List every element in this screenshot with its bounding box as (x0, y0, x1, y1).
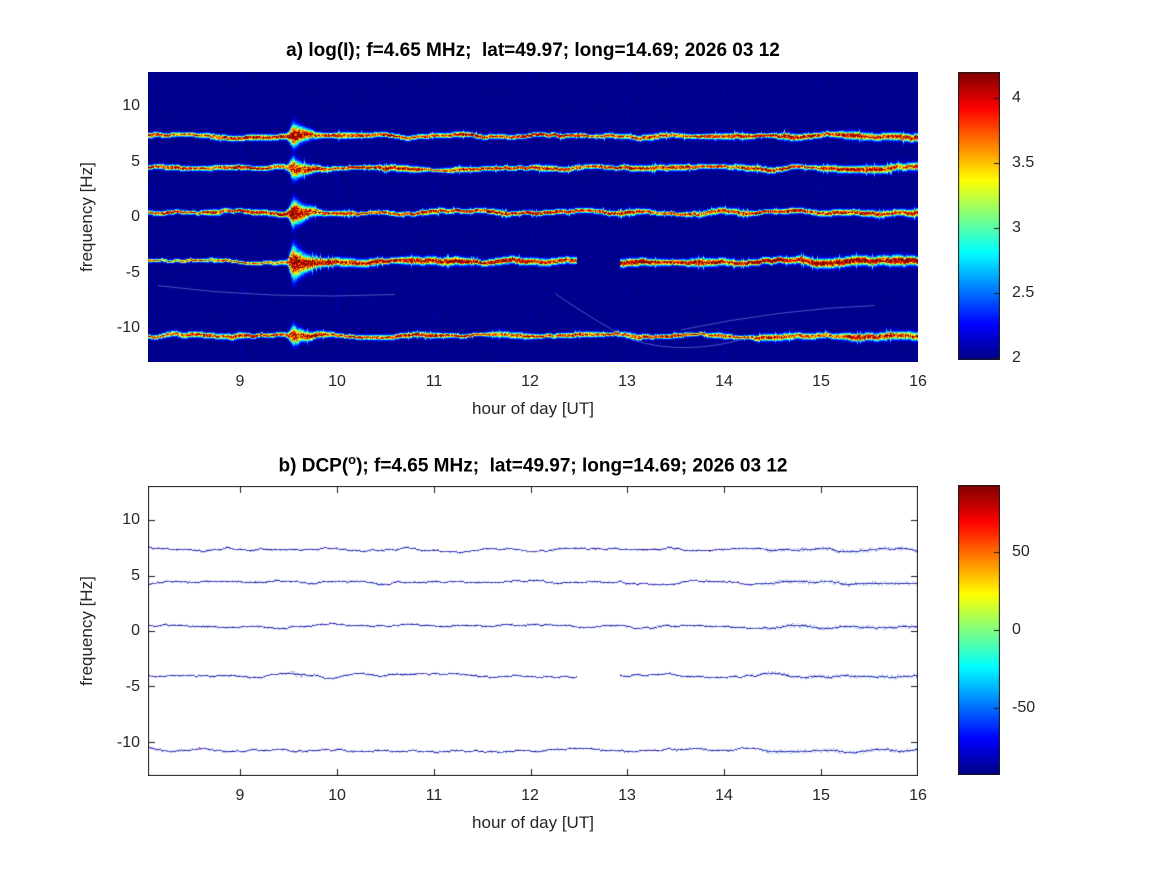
panel-a-ytick-0: 0 (131, 208, 140, 225)
panel-a-xtick-9: 9 (235, 373, 245, 390)
panel-a-cbtick-2: 2 (1012, 349, 1021, 366)
panel-b-ytick-m5: -5 (125, 678, 140, 695)
panel-b-xtick-10: 10 (328, 787, 346, 804)
panel-a-xtick-12: 12 (521, 373, 539, 390)
panel-b-cbtick-0: 0 (1012, 621, 1021, 638)
panel-b-title: b) DCP(o); f=4.65 MHz; lat=49.97; long=1… (148, 452, 918, 477)
panel-a-cbtick-25: 2.5 (1012, 284, 1035, 301)
panel-b-ytick-0: 0 (131, 622, 140, 639)
panel-b-xtick-16: 16 (909, 787, 927, 804)
panel-a-ytick-m5: -5 (125, 264, 140, 281)
panel-b-xtick-15: 15 (812, 787, 830, 804)
panel-b-xtick-9: 9 (235, 787, 245, 804)
panel-a-xlabel: hour of day [UT] (472, 399, 594, 418)
panel-b-ylabel: frequency [Hz] (77, 576, 96, 686)
panel-a-title: a) log(I); f=4.65 MHz; lat=49.97; long=1… (286, 40, 780, 61)
panel-a-spectrogram-canvas (148, 72, 918, 362)
panel-b-title-degree-sup: o (348, 452, 357, 467)
panel-b-xtick-11: 11 (425, 787, 443, 804)
panel-a-xtick-13: 13 (618, 373, 636, 390)
panel-b-title-suffix: ); f=4.65 MHz; lat=49.97; long=14.69; 20… (356, 455, 788, 477)
panel-b-xlabel: hour of day [UT] (472, 813, 594, 832)
panel-b-dcp-canvas (148, 486, 918, 776)
panel-a-xtick-10: 10 (328, 373, 346, 390)
panel-a-ylabel: frequency [Hz] (77, 162, 96, 272)
panel-a-ytick-10: 10 (122, 97, 140, 114)
panel-a-ytick-m10: -10 (116, 319, 140, 336)
panel-a-xtick-14: 14 (715, 373, 733, 390)
panel-b-ytick-5: 5 (131, 567, 140, 584)
panel-a-cbtick-35: 3.5 (1012, 154, 1035, 171)
panel-a-ytick-5: 5 (131, 153, 140, 170)
panel-a-cbtick-4: 4 (1012, 89, 1021, 106)
panel-b-cbtick-m50: -50 (1012, 699, 1036, 716)
panel-b-xtick-12: 12 (521, 787, 539, 804)
panel-a-cbtick-3: 3 (1012, 219, 1021, 236)
panel-b-cbtick-50: 50 (1012, 543, 1030, 560)
panel-b-colorbar (958, 485, 1000, 775)
panel-b-xtick-13: 13 (618, 787, 636, 804)
panel-a-colorbar (958, 72, 1000, 360)
panel-b-title-prefix: b) DCP( (278, 455, 349, 477)
panel-a-xtick-16: 16 (909, 373, 927, 390)
panel-b-xtick-14: 14 (715, 787, 733, 804)
panel-b-ytick-m10: -10 (116, 734, 140, 751)
panel-a-xtick-15: 15 (812, 373, 830, 390)
panel-b-ytick-10: 10 (122, 511, 140, 528)
panel-a-xtick-11: 11 (425, 373, 443, 390)
